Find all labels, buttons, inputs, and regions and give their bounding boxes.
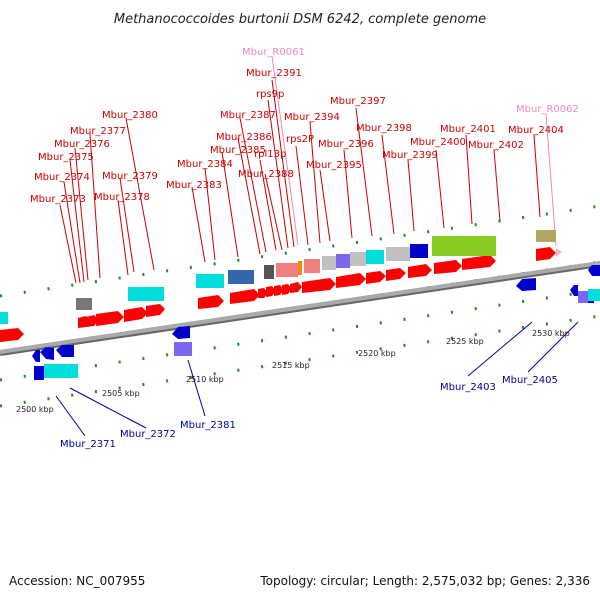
gene-forward[interactable] xyxy=(198,295,224,309)
gene-label: Mbur_2395 xyxy=(306,160,362,171)
forward-genes xyxy=(0,247,562,342)
gene-label: rpl13p xyxy=(254,149,286,160)
gene-forward[interactable] xyxy=(408,264,432,278)
gene-label: Mbur_2384 xyxy=(177,159,233,170)
gene-label: Mbur_2375 xyxy=(38,152,94,163)
gene-forward[interactable] xyxy=(266,286,276,297)
gene-label: Mbur_2371 xyxy=(60,439,116,450)
forward-leader-lines xyxy=(59,79,541,284)
ruler-label: 2520 kbp xyxy=(358,349,396,358)
gene-label: Mbur_R0061 xyxy=(242,47,305,58)
lower-outer-ticks xyxy=(0,314,600,408)
gene-forward[interactable] xyxy=(230,289,260,304)
gene-forward[interactable] xyxy=(462,255,496,270)
reverse-feature-boxes xyxy=(34,289,600,380)
gene-forward[interactable] xyxy=(258,288,268,298)
rna-leader-lines xyxy=(271,55,557,247)
gene-label: Mbur_2398 xyxy=(356,123,412,134)
gene-label: Mbur_2403 xyxy=(440,382,496,393)
gene-forward[interactable] xyxy=(434,260,462,274)
ruler-labels: 2500 kbp 2505 kbp 2510 kbp 2515 kbp 2520… xyxy=(16,329,570,414)
gene-label: Mbur_2404 xyxy=(508,125,564,136)
gene-forward[interactable] xyxy=(366,271,386,284)
gene-label: Mbur_2402 xyxy=(468,140,524,151)
gene-label: Mbur_2386 xyxy=(216,132,272,143)
topology-text: Topology: circular; Length: 2,575,032 bp… xyxy=(260,574,590,588)
gene-label: Mbur_2401 xyxy=(440,124,496,135)
gene-rna[interactable] xyxy=(556,248,562,257)
gene-reverse[interactable] xyxy=(32,350,40,362)
gene-label: Mbur_2391 xyxy=(246,68,302,79)
gene-forward[interactable] xyxy=(282,284,292,295)
reverse-leader-lines xyxy=(55,321,579,437)
gene-reverse[interactable] xyxy=(570,285,578,296)
gene-forward[interactable] xyxy=(0,328,24,342)
gene-label: Mbur_2379 xyxy=(102,171,158,182)
genome-title: Methanococcoides burtonii DSM 6242, comp… xyxy=(114,12,486,27)
ruler-label: 2500 kbp xyxy=(16,405,54,414)
gene-reverse[interactable] xyxy=(40,347,54,360)
gene-forward[interactable] xyxy=(274,285,284,296)
gene-label: Mbur_2396 xyxy=(318,139,374,150)
gene-label: Mbur_2377 xyxy=(70,126,126,137)
upper-outer-ticks xyxy=(0,204,600,298)
gene-label: Mbur_2397 xyxy=(330,96,386,107)
gene-label: Mbur_2378 xyxy=(94,192,150,203)
lower-gene-labels: Mbur_2403 Mbur_2405 Mbur_2381 Mbur_2372 … xyxy=(60,375,558,450)
genome-backbone xyxy=(0,261,600,354)
gene-forward[interactable] xyxy=(536,247,556,261)
gene-reverse[interactable] xyxy=(588,265,600,276)
gene-label: Mbur_2381 xyxy=(180,420,236,431)
gene-label: Mbur_2380 xyxy=(102,110,158,121)
gene-reverse[interactable] xyxy=(172,326,190,339)
gene-forward[interactable] xyxy=(302,278,336,293)
lower-inner-ticks xyxy=(0,288,600,382)
gene-forward[interactable] xyxy=(86,315,99,327)
gene-label: Mbur_2383 xyxy=(166,180,222,191)
gene-forward[interactable] xyxy=(336,273,366,288)
gene-label: Mbur_2376 xyxy=(54,139,110,150)
ruler-label: 2510 kbp xyxy=(186,375,224,384)
gene-label: Mbur_2372 xyxy=(120,429,176,440)
gene-forward[interactable] xyxy=(96,311,124,326)
upper-gene-labels: Mbur_R0061 Mbur_2391 rps9p Mbur_2387 Mbu… xyxy=(30,47,579,205)
ruler-label: 2505 kbp xyxy=(102,389,140,398)
gene-forward[interactable] xyxy=(386,268,406,281)
forward-feature-boxes xyxy=(0,230,556,324)
gene-forward[interactable] xyxy=(124,307,148,322)
ruler-label: 2525 kbp xyxy=(446,337,484,346)
accession-text: Accession: NC_007955 xyxy=(9,574,146,588)
gene-label: Mbur_2400 xyxy=(410,137,466,148)
gene-reverse[interactable] xyxy=(56,345,74,357)
gene-label: Mbur_2374 xyxy=(34,172,90,183)
ruler-label: 2530 kbp xyxy=(532,329,570,338)
gene-label: rps2P xyxy=(286,134,314,145)
gene-label: Mbur_2388 xyxy=(238,169,294,180)
gene-reverse[interactable] xyxy=(516,278,536,291)
gene-forward[interactable] xyxy=(290,282,302,293)
gene-label: Mbur_2373 xyxy=(30,194,86,205)
ruler-label: 2515 kbp xyxy=(272,361,310,370)
gene-label: Mbur_2387 xyxy=(220,110,276,121)
gene-label: Mbur_2394 xyxy=(284,112,340,123)
gene-label: Mbur_R0062 xyxy=(516,104,579,115)
gene-label: Mbur_2385 xyxy=(210,145,266,156)
gene-label: Mbur_2399 xyxy=(382,150,438,161)
gene-label: rps9p xyxy=(256,89,284,100)
gene-forward[interactable] xyxy=(146,304,165,317)
gene-label: Mbur_2405 xyxy=(502,375,558,386)
